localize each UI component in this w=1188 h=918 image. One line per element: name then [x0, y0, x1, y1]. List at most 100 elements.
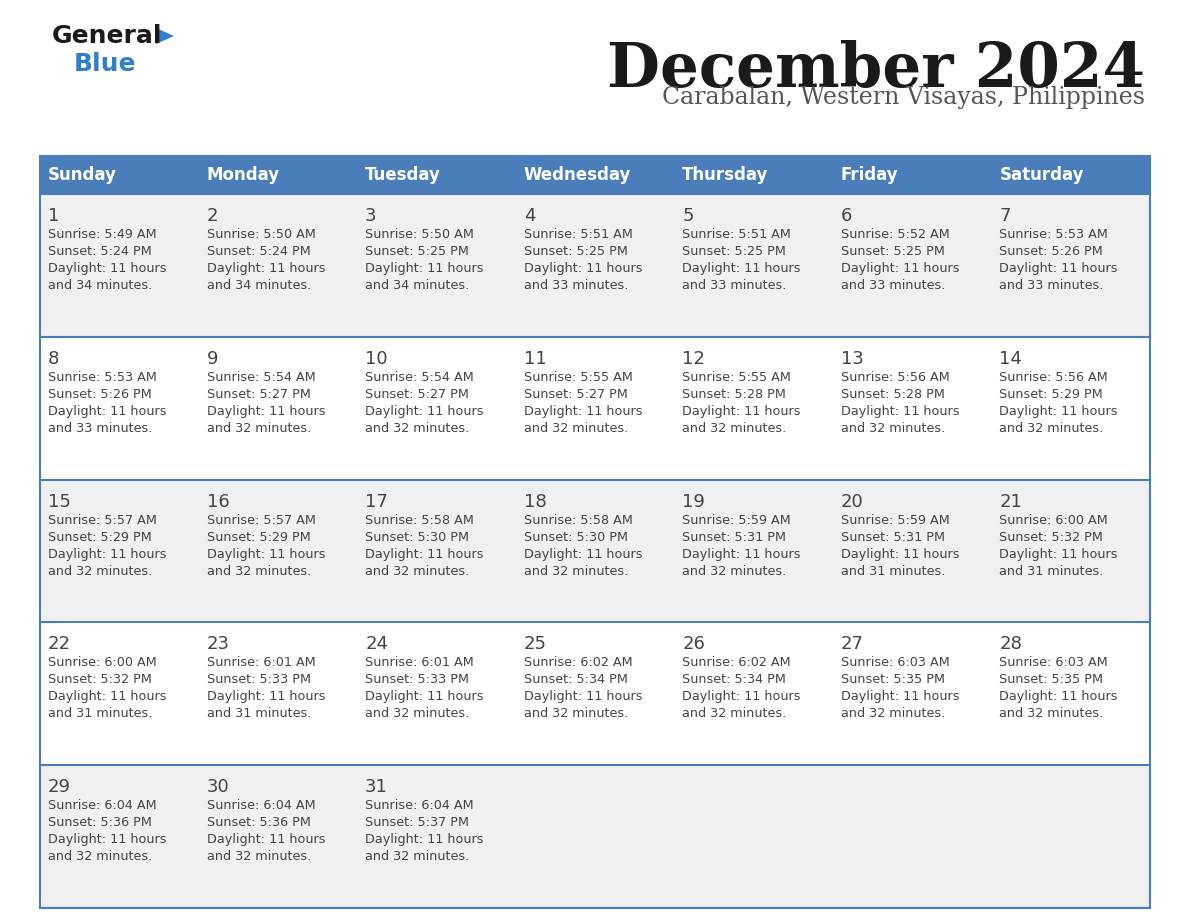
Text: Sunrise: 5:52 AM: Sunrise: 5:52 AM [841, 228, 949, 241]
Text: Sunrise: 5:53 AM: Sunrise: 5:53 AM [48, 371, 157, 384]
Text: Daylight: 11 hours: Daylight: 11 hours [682, 405, 801, 418]
Text: Sunset: 5:27 PM: Sunset: 5:27 PM [365, 387, 469, 401]
Text: Daylight: 11 hours: Daylight: 11 hours [48, 690, 166, 703]
Text: Daylight: 11 hours: Daylight: 11 hours [365, 548, 484, 561]
Text: and 33 minutes.: and 33 minutes. [841, 279, 946, 292]
Text: Daylight: 11 hours: Daylight: 11 hours [365, 262, 484, 275]
Bar [40, 156, 1150, 194]
Text: Sunrise: 5:54 AM: Sunrise: 5:54 AM [365, 371, 474, 384]
Text: Daylight: 11 hours: Daylight: 11 hours [48, 262, 166, 275]
Text: and 32 minutes.: and 32 minutes. [365, 421, 469, 435]
Text: and 34 minutes.: and 34 minutes. [207, 279, 311, 292]
Text: 17: 17 [365, 493, 388, 510]
Text: Sunrise: 5:57 AM: Sunrise: 5:57 AM [207, 513, 316, 527]
Text: Daylight: 11 hours: Daylight: 11 hours [207, 548, 326, 561]
Text: and 32 minutes.: and 32 minutes. [682, 421, 786, 435]
Text: and 31 minutes.: and 31 minutes. [999, 565, 1104, 577]
Text: and 33 minutes.: and 33 minutes. [48, 421, 152, 435]
Text: Sunset: 5:36 PM: Sunset: 5:36 PM [207, 816, 310, 829]
Text: Sunrise: 6:04 AM: Sunrise: 6:04 AM [207, 800, 315, 812]
Text: Saturday: Saturday [999, 166, 1083, 184]
Text: Sunrise: 5:59 AM: Sunrise: 5:59 AM [682, 513, 791, 527]
Text: Daylight: 11 hours: Daylight: 11 hours [999, 690, 1118, 703]
Text: Sunrise: 5:56 AM: Sunrise: 5:56 AM [841, 371, 949, 384]
Text: 31: 31 [365, 778, 388, 796]
Text: Sunrise: 6:03 AM: Sunrise: 6:03 AM [841, 656, 949, 669]
Text: Daylight: 11 hours: Daylight: 11 hours [999, 405, 1118, 418]
Text: and 32 minutes.: and 32 minutes. [524, 708, 628, 721]
Text: Daylight: 11 hours: Daylight: 11 hours [48, 834, 166, 846]
Text: 14: 14 [999, 350, 1023, 368]
Text: Sunset: 5:25 PM: Sunset: 5:25 PM [524, 245, 627, 258]
Text: Sunset: 5:28 PM: Sunset: 5:28 PM [682, 387, 786, 401]
Text: Sunset: 5:34 PM: Sunset: 5:34 PM [524, 674, 627, 687]
Text: and 32 minutes.: and 32 minutes. [524, 565, 628, 577]
Text: and 32 minutes.: and 32 minutes. [207, 565, 311, 577]
Text: and 31 minutes.: and 31 minutes. [48, 708, 152, 721]
Text: Sunrise: 5:58 AM: Sunrise: 5:58 AM [524, 513, 632, 527]
Text: 27: 27 [841, 635, 864, 654]
Text: Monday: Monday [207, 166, 279, 184]
Text: Daylight: 11 hours: Daylight: 11 hours [999, 548, 1118, 561]
Text: 28: 28 [999, 635, 1023, 654]
Text: Daylight: 11 hours: Daylight: 11 hours [841, 548, 960, 561]
Text: Sunset: 5:25 PM: Sunset: 5:25 PM [682, 245, 786, 258]
Text: Daylight: 11 hours: Daylight: 11 hours [207, 262, 326, 275]
Text: Daylight: 11 hours: Daylight: 11 hours [524, 405, 643, 418]
Text: 20: 20 [841, 493, 864, 510]
Text: Daylight: 11 hours: Daylight: 11 hours [207, 405, 326, 418]
Text: and 34 minutes.: and 34 minutes. [365, 279, 469, 292]
Text: Sunrise: 5:58 AM: Sunrise: 5:58 AM [365, 513, 474, 527]
Text: Sunset: 5:35 PM: Sunset: 5:35 PM [841, 674, 944, 687]
Text: Carabalan, Western Visayas, Philippines: Carabalan, Western Visayas, Philippines [662, 86, 1145, 109]
Text: 24: 24 [365, 635, 388, 654]
Text: and 33 minutes.: and 33 minutes. [682, 279, 786, 292]
Text: Sunset: 5:35 PM: Sunset: 5:35 PM [999, 674, 1104, 687]
Bar [40, 156, 1150, 908]
Text: Sunrise: 5:57 AM: Sunrise: 5:57 AM [48, 513, 157, 527]
Text: and 33 minutes.: and 33 minutes. [999, 279, 1104, 292]
Text: Daylight: 11 hours: Daylight: 11 hours [682, 548, 801, 561]
Text: Tuesday: Tuesday [365, 166, 441, 184]
Text: Sunrise: 6:02 AM: Sunrise: 6:02 AM [524, 656, 632, 669]
Text: Sunrise: 5:55 AM: Sunrise: 5:55 AM [524, 371, 632, 384]
Text: Sunset: 5:31 PM: Sunset: 5:31 PM [682, 531, 786, 543]
Text: Sunset: 5:25 PM: Sunset: 5:25 PM [365, 245, 469, 258]
Text: 5: 5 [682, 207, 694, 225]
Polygon shape [156, 28, 173, 44]
Text: Daylight: 11 hours: Daylight: 11 hours [682, 690, 801, 703]
Text: 15: 15 [48, 493, 71, 510]
Text: 18: 18 [524, 493, 546, 510]
Text: Daylight: 11 hours: Daylight: 11 hours [365, 405, 484, 418]
Text: Sunrise: 6:03 AM: Sunrise: 6:03 AM [999, 656, 1108, 669]
Text: Wednesday: Wednesday [524, 166, 631, 184]
Text: Sunset: 5:26 PM: Sunset: 5:26 PM [48, 387, 152, 401]
Text: Sunrise: 6:01 AM: Sunrise: 6:01 AM [207, 656, 315, 669]
Text: and 32 minutes.: and 32 minutes. [999, 708, 1104, 721]
Text: Sunrise: 5:51 AM: Sunrise: 5:51 AM [524, 228, 632, 241]
Text: Sunrise: 5:53 AM: Sunrise: 5:53 AM [999, 228, 1108, 241]
Text: Sunrise: 5:51 AM: Sunrise: 5:51 AM [682, 228, 791, 241]
Text: Sunset: 5:24 PM: Sunset: 5:24 PM [207, 245, 310, 258]
Text: Sunrise: 6:04 AM: Sunrise: 6:04 AM [365, 800, 474, 812]
Text: Sunset: 5:30 PM: Sunset: 5:30 PM [524, 531, 627, 543]
Text: Daylight: 11 hours: Daylight: 11 hours [524, 548, 643, 561]
Text: Daylight: 11 hours: Daylight: 11 hours [48, 548, 166, 561]
Bar [40, 479, 1150, 622]
Text: Sunrise: 6:04 AM: Sunrise: 6:04 AM [48, 800, 157, 812]
Text: General: General [52, 24, 163, 48]
Text: Sunset: 5:26 PM: Sunset: 5:26 PM [999, 245, 1104, 258]
Text: Sunrise: 5:50 AM: Sunrise: 5:50 AM [207, 228, 316, 241]
Text: Daylight: 11 hours: Daylight: 11 hours [841, 262, 960, 275]
Text: Sunrise: 5:59 AM: Sunrise: 5:59 AM [841, 513, 949, 527]
Text: and 32 minutes.: and 32 minutes. [207, 421, 311, 435]
Text: Sunrise: 5:50 AM: Sunrise: 5:50 AM [365, 228, 474, 241]
Text: 6: 6 [841, 207, 852, 225]
Text: and 32 minutes.: and 32 minutes. [207, 850, 311, 863]
Text: and 32 minutes.: and 32 minutes. [48, 850, 152, 863]
Text: Daylight: 11 hours: Daylight: 11 hours [841, 690, 960, 703]
Text: 7: 7 [999, 207, 1011, 225]
Text: Blue: Blue [74, 52, 137, 76]
Text: Sunrise: 5:54 AM: Sunrise: 5:54 AM [207, 371, 315, 384]
Text: Sunrise: 6:00 AM: Sunrise: 6:00 AM [999, 513, 1108, 527]
